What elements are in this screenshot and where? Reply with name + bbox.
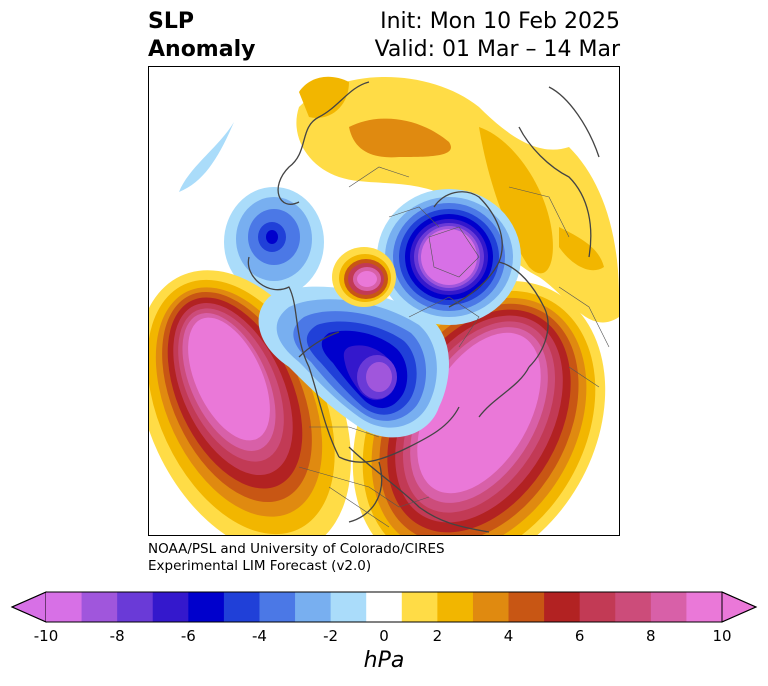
credit-line-1: NOAA/PSL and University of Colorado/CIRE… xyxy=(148,541,445,557)
colorbar-bin xyxy=(46,592,83,622)
colorbar-bin xyxy=(295,592,332,622)
colorbar-bin xyxy=(544,592,581,622)
chart-title-left: SLP Anomaly xyxy=(148,8,255,64)
colorbar-tick-label: 10 xyxy=(712,627,732,645)
colorbar-unit: hPa xyxy=(363,648,405,673)
anomaly-kamchatka-low xyxy=(224,187,324,297)
colorbar-bin xyxy=(117,592,154,622)
valid-range: Valid: 01 Mar – 14 Mar xyxy=(374,37,620,62)
colorbar-bin xyxy=(579,592,616,622)
colorbar-tick-label: 0 xyxy=(379,627,389,645)
country-borders xyxy=(298,166,610,528)
colorbar-bin xyxy=(223,592,260,622)
colorbar-tick-label: 2 xyxy=(432,627,443,645)
coastlines xyxy=(247,81,600,533)
credit-line-2: Experimental LIM Forecast (v2.0) xyxy=(148,558,372,574)
colorbar-bin xyxy=(437,592,474,622)
map-svg xyxy=(149,76,619,535)
colorbar-high-extend xyxy=(721,591,758,623)
colorbar-bin xyxy=(81,592,118,622)
colorbar-bin xyxy=(152,592,189,622)
anomaly-siberian-low xyxy=(377,189,521,325)
colorbar-tick-label: 6 xyxy=(574,627,585,645)
init-date: Init: Mon 10 Feb 2025 xyxy=(380,9,620,34)
colorbar-tick-label: 4 xyxy=(503,627,514,645)
colorbar-low-extend xyxy=(10,591,47,623)
colorbar-bin xyxy=(472,592,510,622)
colorbar-tick-label: -2 xyxy=(323,627,339,645)
anomaly-laptev-high xyxy=(332,247,396,307)
colorbar-bin xyxy=(508,592,545,622)
colorbar-bin xyxy=(330,592,367,622)
title-variable: SLP xyxy=(148,9,194,34)
anomaly-light-blue-streak xyxy=(179,122,234,192)
chart-title-right: Init: Mon 10 Feb 2025 Valid: 01 Mar – 14… xyxy=(375,8,620,64)
colorbar-bin xyxy=(259,592,296,622)
colorbar-tick-label: -8 xyxy=(109,627,125,645)
colorbar xyxy=(10,591,758,623)
colorbar-bin xyxy=(401,592,438,622)
colorbar-bin xyxy=(686,592,723,622)
colorbar-tick-label: -6 xyxy=(180,627,196,645)
slp-anomaly-map xyxy=(148,66,620,536)
colorbar-bin xyxy=(615,592,652,622)
colorbar-bin xyxy=(188,592,225,622)
colorbar-outline xyxy=(10,591,758,623)
colorbar-bin xyxy=(366,592,403,622)
colorbar-tick-label: 8 xyxy=(646,627,656,645)
colorbar-bin xyxy=(650,592,687,622)
anomaly-arctic-low xyxy=(258,286,449,438)
title-variable-sub: Anomaly xyxy=(148,37,256,62)
colorbar-tick-label: -10 xyxy=(33,627,59,645)
colorbar-tick-label: -4 xyxy=(251,627,267,645)
credit-text: NOAA/PSL and University of Colorado/CIRE… xyxy=(148,541,445,575)
